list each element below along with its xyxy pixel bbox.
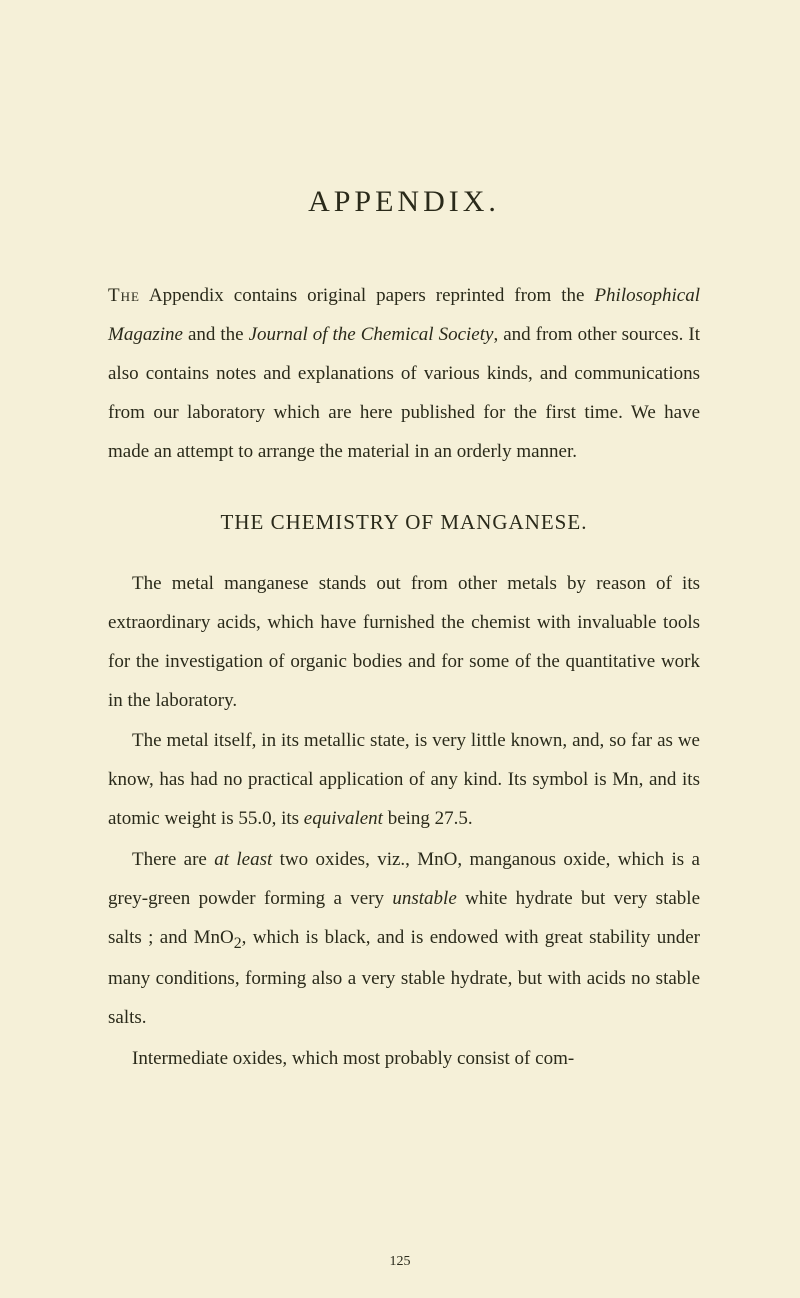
- paragraph-1: The metal manganese stands out from othe…: [108, 565, 700, 721]
- section-heading: THE CHEMISTRY OF MANGANESE.: [108, 510, 700, 535]
- intro-first-word: The: [108, 285, 140, 306]
- para3-subscript: 2: [234, 935, 242, 952]
- para3-a: There are: [132, 849, 214, 870]
- intro-text-1: Appendix contains original papers reprin…: [140, 285, 595, 306]
- page-number: 125: [0, 1254, 800, 1270]
- appendix-title: APPENDIX.: [108, 185, 700, 219]
- intro-paragraph: The Appendix contains original papers re…: [108, 277, 700, 472]
- para2-rest: being 27.5.: [383, 808, 473, 829]
- para2-italic: equivalent: [304, 808, 383, 829]
- para3-italic-1: at least: [214, 849, 272, 870]
- paragraph-4: Intermediate oxides, which most probably…: [108, 1040, 700, 1079]
- paragraph-3: There are at least two oxides, viz., MnO…: [108, 841, 700, 1038]
- para3-italic-2: unstable: [392, 888, 456, 909]
- intro-text-2: and the: [183, 324, 249, 345]
- paragraph-2: The metal itself, in its metallic state,…: [108, 722, 700, 839]
- intro-italic-2: Journal of the Chemical Society: [249, 324, 494, 345]
